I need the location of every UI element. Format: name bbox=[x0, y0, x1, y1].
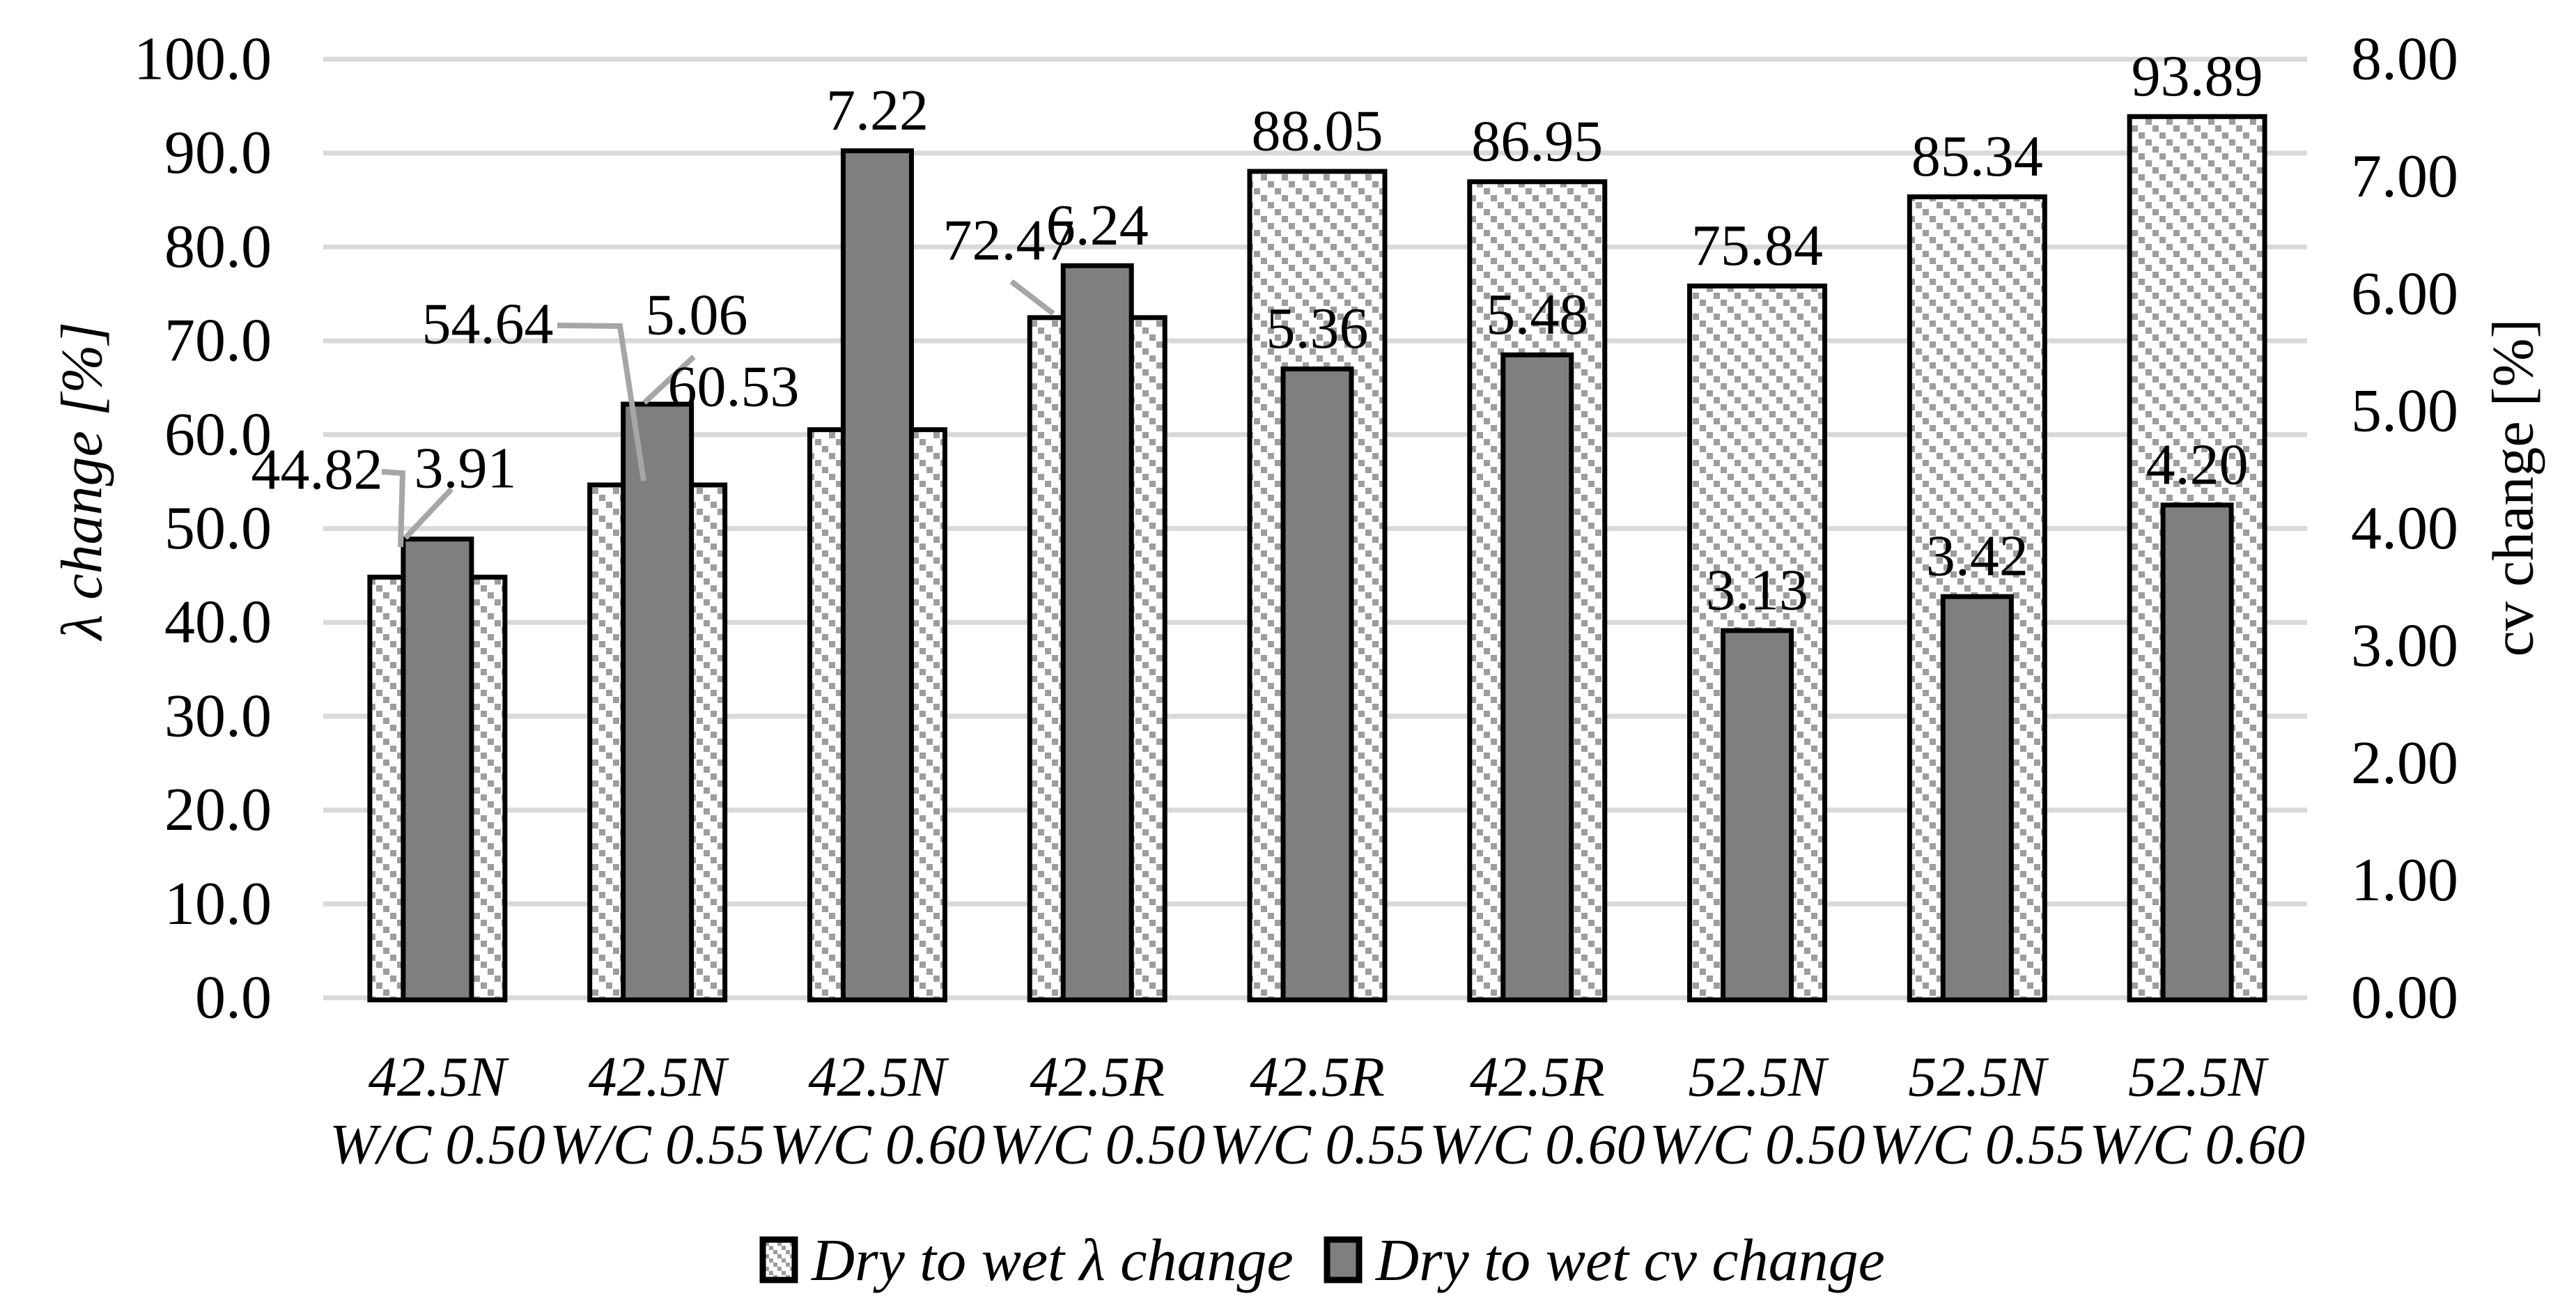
lambda-label-0: 44.82 bbox=[251, 438, 383, 502]
category-label-line1-6: 52.5N bbox=[1688, 1045, 1829, 1109]
right-tick-2.00: 2.00 bbox=[2351, 730, 2458, 797]
cv-bar-4 bbox=[1280, 367, 1354, 1003]
right-tick-7.00: 7.00 bbox=[2351, 143, 2458, 210]
left-tick-90.0: 90.0 bbox=[164, 119, 272, 187]
left-tick-80.0: 80.0 bbox=[164, 213, 272, 281]
category-label-line2-8: W/C 0.60 bbox=[2089, 1113, 2305, 1176]
axis-ticks: 0.0 10.0 20.0 30.0 40.0 50.0 60.0 70.0 80.0 90.0 1… bbox=[134, 26, 2458, 1032]
cv-bar-7 bbox=[1940, 594, 2014, 1003]
cv-bar-3 bbox=[1060, 263, 1134, 1003]
category-label-line1-1: 42.5N bbox=[589, 1045, 730, 1109]
category-label-line2-4: W/C 0.55 bbox=[1209, 1113, 1425, 1176]
category-label-line2-1: W/C 0.55 bbox=[550, 1113, 766, 1176]
right-tick-0.00: 0.00 bbox=[2351, 964, 2458, 1032]
leader-lines bbox=[381, 279, 1055, 548]
cv-label-6: 3.13 bbox=[1706, 557, 1808, 622]
legend-swatch-lambda bbox=[759, 1236, 798, 1283]
category-label-line1-3: 42.5R bbox=[1030, 1045, 1165, 1109]
bars bbox=[367, 114, 2267, 1003]
leader-line bbox=[1009, 279, 1055, 316]
leader-line bbox=[403, 487, 453, 540]
right-tick-5.00: 5.00 bbox=[2351, 378, 2458, 445]
lambda-label-7: 85.34 bbox=[1911, 124, 2043, 189]
left-tick-40.0: 40.0 bbox=[164, 589, 272, 656]
cv-bar-5 bbox=[1500, 352, 1574, 1003]
lambda-label-1: 54.64 bbox=[422, 292, 554, 357]
category-label-line1-5: 42.5R bbox=[1470, 1045, 1605, 1109]
legend: Dry to wet λ change Dry to wet cv change bbox=[759, 1226, 1885, 1293]
cv-label-8: 4.20 bbox=[2146, 432, 2249, 497]
category-label-line2-6: W/C 0.50 bbox=[1650, 1113, 1865, 1176]
right-axis-title: cv change [%] bbox=[2481, 318, 2546, 656]
category-label-line2-5: W/C 0.60 bbox=[1429, 1113, 1645, 1176]
right-tick-8.00: 8.00 bbox=[2351, 26, 2458, 93]
lambda-label-5: 86.95 bbox=[1471, 109, 1603, 174]
category-label-line2-0: W/C 0.50 bbox=[329, 1113, 545, 1176]
right-tick-4.00: 4.00 bbox=[2351, 495, 2458, 562]
category-label-line1-0: 42.5N bbox=[368, 1045, 510, 1109]
left-tick-30.0: 30.0 bbox=[164, 682, 272, 750]
cv-label-3: 6.24 bbox=[1046, 193, 1149, 258]
category-label-line2-7: W/C 0.55 bbox=[1869, 1113, 2085, 1176]
right-tick-1.00: 1.00 bbox=[2351, 847, 2458, 914]
left-tick-100.0: 100.0 bbox=[134, 26, 272, 93]
cv-label-2: 7.22 bbox=[826, 78, 929, 143]
right-tick-3.00: 3.00 bbox=[2351, 612, 2458, 679]
left-tick-50.0: 50.0 bbox=[164, 495, 272, 562]
leader-line bbox=[381, 469, 406, 548]
cv-bar-1 bbox=[621, 401, 695, 1003]
cv-bar-2 bbox=[840, 148, 914, 1003]
left-tick-60.0: 60.0 bbox=[164, 401, 272, 468]
cv-label-7: 3.42 bbox=[1926, 524, 2028, 589]
left-tick-70.0: 70.0 bbox=[164, 307, 272, 375]
left-tick-20.0: 20.0 bbox=[164, 776, 272, 844]
data-labels: 44.82 54.64 60.53 72.47 88.05 86.95 75.84 85.34… bbox=[251, 44, 2263, 623]
lambda-label-8: 93.89 bbox=[2132, 44, 2263, 109]
leader-line bbox=[557, 323, 646, 481]
category-label-line2-2: W/C 0.60 bbox=[770, 1113, 986, 1176]
cv-label-1: 5.06 bbox=[646, 283, 748, 348]
lambda-label-3: 72.47 bbox=[943, 208, 1075, 273]
legend-label-cv: Dry to wet cv change bbox=[1375, 1226, 1885, 1293]
lambda-label-4: 88.05 bbox=[1252, 98, 1383, 163]
category-label-line1-2: 42.5N bbox=[808, 1045, 949, 1109]
leader-line bbox=[642, 355, 696, 405]
cv-label-5: 5.48 bbox=[1486, 282, 1588, 347]
cv-bar-6 bbox=[1721, 628, 1794, 1003]
axis-titles: λ change [%] cv change [%] bbox=[50, 318, 2546, 656]
category-label-line1-4: 42.5R bbox=[1250, 1045, 1385, 1109]
legend-swatch-cv bbox=[1324, 1236, 1363, 1283]
legend-label-lambda: Dry to wet λ change bbox=[811, 1226, 1294, 1293]
category-label-line1-7: 52.5N bbox=[1908, 1045, 2049, 1109]
lambda-label-2: 60.53 bbox=[668, 355, 800, 419]
left-axis-title: λ change [%] bbox=[50, 322, 115, 642]
category-label-line2-3: W/C 0.50 bbox=[989, 1113, 1205, 1176]
lambda-label-6: 75.84 bbox=[1691, 213, 1823, 278]
category-label-line1-8: 52.5N bbox=[2128, 1045, 2269, 1109]
cv-label-4: 5.36 bbox=[1266, 296, 1369, 361]
right-tick-6.00: 6.00 bbox=[2351, 260, 2458, 327]
left-tick-0.0: 0.0 bbox=[195, 964, 272, 1032]
cv-bar-8 bbox=[2160, 502, 2234, 1003]
left-tick-10.0: 10.0 bbox=[164, 870, 272, 938]
cv-label-0: 3.91 bbox=[414, 436, 517, 501]
cv-bar-0 bbox=[401, 537, 474, 1003]
